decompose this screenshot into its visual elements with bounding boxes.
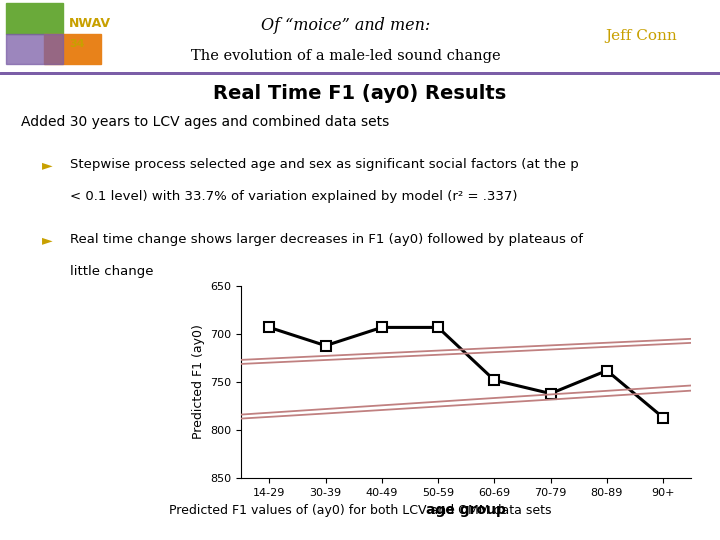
Y-axis label: Predicted F1 (ay0): Predicted F1 (ay0)	[192, 325, 204, 440]
Text: 34: 34	[69, 39, 85, 49]
Text: NWAV: NWAV	[69, 17, 112, 30]
Text: Added 30 years to LCV ages and combined data sets: Added 30 years to LCV ages and combined …	[22, 115, 390, 129]
Text: Real time change shows larger decreases in F1 (ay0) followed by plateaus of: Real time change shows larger decreases …	[70, 233, 582, 246]
Text: little change: little change	[70, 265, 153, 278]
X-axis label: age group: age group	[426, 503, 506, 517]
Bar	[44, 33, 101, 64]
Text: < 0.1 level) with 33.7% of variation explained by model (r² = .337): < 0.1 level) with 33.7% of variation exp…	[70, 190, 517, 203]
Bar	[6, 33, 63, 64]
Text: Predicted F1 values of (ay0) for both LCV and OMM data sets: Predicted F1 values of (ay0) for both LC…	[168, 504, 552, 517]
Text: ►: ►	[42, 158, 53, 172]
Text: Jeff Conn: Jeff Conn	[605, 29, 677, 43]
Text: Of “moice” and men:: Of “moice” and men:	[261, 17, 431, 34]
Text: Real Time F1 (ay0) Results: Real Time F1 (ay0) Results	[213, 84, 507, 104]
Text: ►: ►	[42, 233, 53, 247]
Bar	[6, 3, 63, 33]
Text: Stepwise process selected age and sex as significant social factors (at the p: Stepwise process selected age and sex as…	[70, 158, 578, 171]
Text: The evolution of a male-led sound change: The evolution of a male-led sound change	[191, 49, 500, 63]
